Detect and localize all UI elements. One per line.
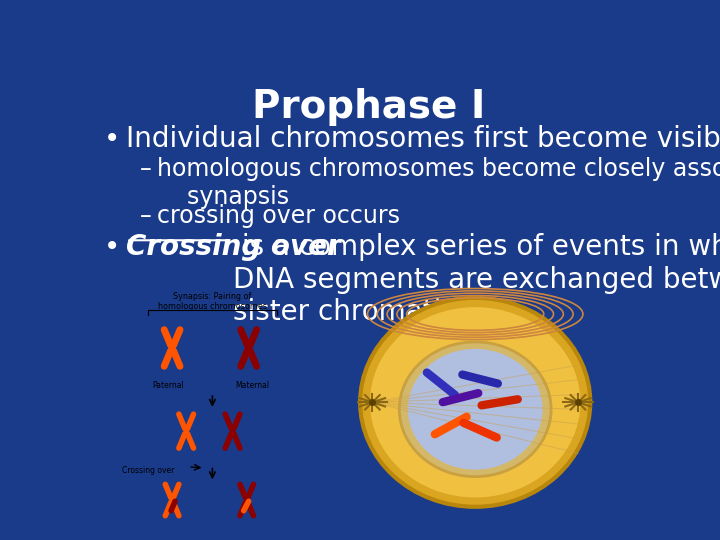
Ellipse shape xyxy=(370,307,580,497)
Ellipse shape xyxy=(400,342,551,477)
Ellipse shape xyxy=(408,349,543,470)
Text: crossing over occurs: crossing over occurs xyxy=(157,204,400,228)
Text: –: – xyxy=(140,157,152,181)
Ellipse shape xyxy=(360,298,590,507)
Text: •: • xyxy=(104,233,120,261)
Text: homologous chromosomes: homologous chromosomes xyxy=(158,302,267,310)
Text: Crossing over: Crossing over xyxy=(122,465,174,475)
Text: Prophase I: Prophase I xyxy=(252,87,486,126)
Text: Crossing over: Crossing over xyxy=(126,233,341,261)
Text: is a complex series of events in which
DNA segments are exchanged between nonsis: is a complex series of events in which D… xyxy=(233,233,720,326)
Text: –: – xyxy=(140,204,152,228)
Text: Individual chromosomes first become visible: Individual chromosomes first become visi… xyxy=(126,125,720,153)
Text: homologous chromosomes become closely associated in
    synapsis: homologous chromosomes become closely as… xyxy=(157,157,720,209)
Text: •: • xyxy=(104,125,120,153)
Text: Synapsis: Pairing of: Synapsis: Pairing of xyxy=(174,292,251,301)
Text: Paternal: Paternal xyxy=(152,381,184,390)
Text: Maternal: Maternal xyxy=(235,381,270,390)
